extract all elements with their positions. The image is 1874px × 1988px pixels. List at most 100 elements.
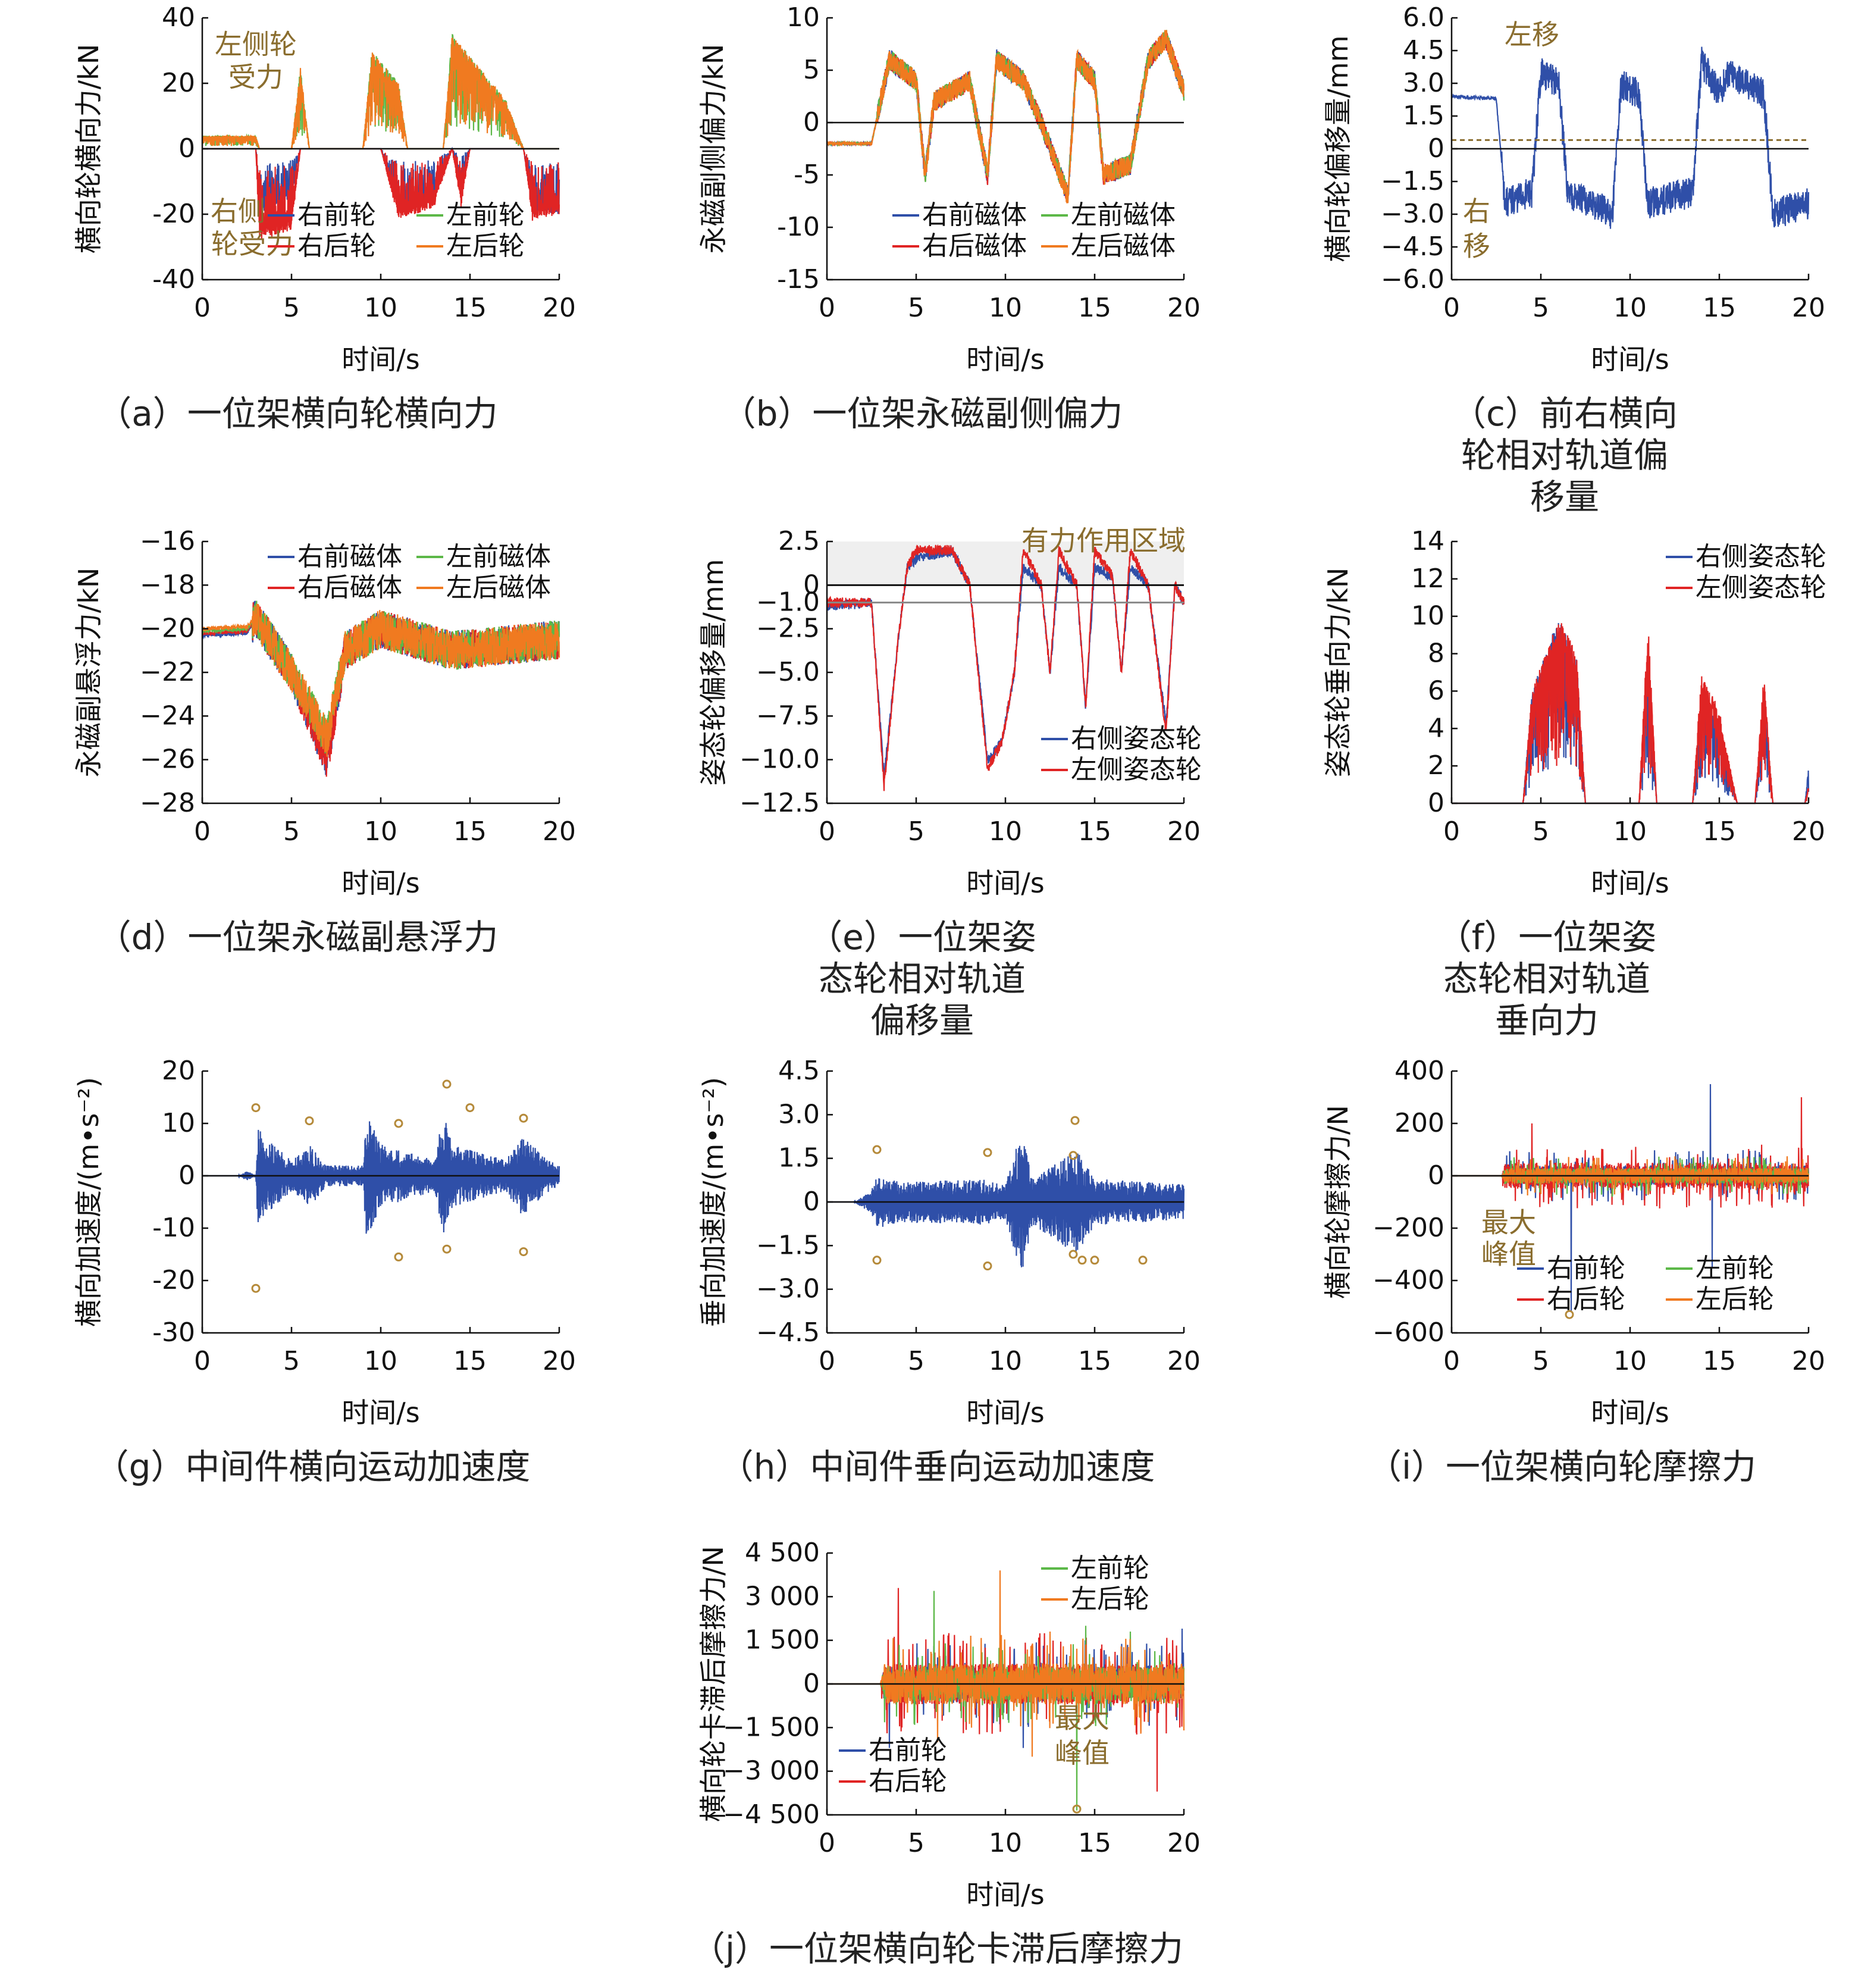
y-tick-label: 1 500 <box>745 1625 820 1655</box>
y-tick-label: 4 500 <box>745 1538 820 1568</box>
legend-label: 左后磁体 <box>1071 231 1176 261</box>
x-axis-label: 时间/s <box>966 1879 1044 1911</box>
y-tick-label: 14 <box>1411 526 1444 556</box>
y-tick-label: 200 <box>1394 1108 1444 1138</box>
y-tick-label: 4 <box>1428 713 1444 743</box>
y-tick-label: −4.5 <box>756 1317 820 1348</box>
x-tick-label: 15 <box>1703 816 1736 847</box>
x-tick-label: 20 <box>543 1346 576 1376</box>
chart-panel-d: −28 −26 −24 −22 −20 −18 −16 0 5 10 15 20 时间/s 永磁副悬浮力/… <box>0 524 625 1012</box>
x-tick-label: 20 <box>543 293 576 323</box>
series-line-3 <box>826 30 1185 203</box>
y-axis-label: 横向轮卡滞后摩擦力/N <box>697 1546 729 1822</box>
series-line-4 <box>201 603 560 757</box>
x-tick-label: 5 <box>908 293 925 323</box>
chart-h: −4.5 −3.0 −1.5 0 1.5 3.0 4.5 0 5 10 15 20 时间/s 垂向加速度/… <box>697 1056 1201 1429</box>
y-tick-label: 0 <box>803 1668 820 1699</box>
legend-label: 左侧姿态轮 <box>1071 754 1202 785</box>
caption-i: （i）一位架横向轮摩擦力 <box>1367 1447 1757 1487</box>
y-tick-label: 10 <box>162 1108 195 1138</box>
x-tick-label: 5 <box>908 816 925 847</box>
x-tick-label: 20 <box>1167 816 1201 847</box>
chart-panel-i: −600 −400 −200 0 200 400 0 5 10 15 20 时间/s 横向轮摩擦力/N 最… <box>1249 1053 1874 1517</box>
peak-marker <box>1068 1250 1078 1259</box>
annotation-label: 左侧轮 <box>215 29 297 61</box>
shaded-region <box>827 541 1184 586</box>
chart-e: −12.5−10.0−7.5−5.0−2.502.5−1.00 5 10 15 20时间… <box>697 525 1202 899</box>
annotation-label: 右侧 <box>211 195 265 227</box>
chart-panel-j: −4 500 −3 000 −1 500 0 1 500 3 000 4 500 0 5 10 15… <box>625 1535 1249 1988</box>
chart-panel-h: −4.5 −3.0 −1.5 0 1.5 3.0 4.5 0 5 10 15 20 时间/s 垂向加速度/… <box>625 1053 1249 1517</box>
x-tick-label: 0 <box>819 293 835 323</box>
x-tick-label: 20 <box>1167 293 1201 323</box>
y-tick-label: −12.5 <box>739 788 820 818</box>
y-tick-label: −7.5 <box>756 700 820 731</box>
chart-d: −28 −26 −24 −22 −20 −18 −16 0 5 10 15 20 时间/s 永磁副悬浮力/… <box>73 526 576 899</box>
y-tick-label: −26 <box>140 744 195 775</box>
caption-d: （d）一位架永磁副悬浮力 <box>96 917 499 957</box>
y-axis-label: 横向轮偏移量/mm <box>1322 35 1354 262</box>
y-tick-label: 1.5 <box>1403 101 1444 131</box>
y-tick-label: 4.5 <box>1403 35 1444 65</box>
y-tick-label: −3 000 <box>723 1756 820 1786</box>
x-tick-label: 15 <box>1078 816 1111 847</box>
y-tick-label: −6.0 <box>1381 264 1444 295</box>
x-tick-label: 20 <box>1167 1828 1201 1858</box>
legend-label: 右前磁体 <box>297 541 402 572</box>
y-tick-label: 0 <box>178 133 195 164</box>
y-tick-label: −16 <box>140 526 195 556</box>
x-tick-label: 20 <box>1792 1346 1825 1376</box>
y-axis-label: 永磁副侧偏力/kN <box>697 44 729 254</box>
series-line-1 <box>202 1121 560 1234</box>
y-axis-label: 横向轮横向力/kN <box>73 44 105 254</box>
peak-marker <box>983 1261 992 1271</box>
peak-marker <box>251 1283 261 1293</box>
annotation-label: 左移 <box>1505 18 1559 51</box>
x-tick-label: 15 <box>1078 1346 1111 1376</box>
y-tick-label: −2.5 <box>756 613 820 644</box>
y-tick-label: −10.0 <box>739 744 820 775</box>
x-tick-label: 0 <box>194 1346 211 1376</box>
peak-marker <box>1077 1256 1087 1265</box>
peak-marker <box>519 1247 528 1257</box>
x-tick-label: 15 <box>453 1346 487 1376</box>
peak-marker <box>442 1244 452 1254</box>
y-tick-label: 5 <box>803 55 820 85</box>
peak-marker <box>872 1256 882 1265</box>
y-tick-label: -15 <box>777 264 820 295</box>
peak-marker <box>1090 1256 1099 1265</box>
y-tick-label: −18 <box>140 569 195 600</box>
chart-f: 0 2 4 6 8 10 12 14 0 5 10 15 20 时间/s 姿态轮垂向力/kN 右侧姿态轮左侧姿… <box>1322 526 1826 899</box>
x-tick-label: 0 <box>819 1346 835 1376</box>
caption-e: （e）一位架姿态轮相对轨道偏移量 <box>808 917 1036 1041</box>
y-tick-label: −5.0 <box>756 657 820 687</box>
x-axis-label: 时间/s <box>341 867 419 899</box>
caption-f: （f）一位架姿态轮相对轨道垂向力 <box>1437 917 1657 1041</box>
series-line-4 <box>827 1570 1185 1757</box>
annotation-label: 有力作用区域 <box>1021 525 1186 557</box>
y-tick-label: -10 <box>777 212 820 242</box>
peak-marker <box>251 1103 261 1113</box>
series-line-2 <box>1452 623 1810 804</box>
x-tick-label: 10 <box>364 293 397 323</box>
x-tick-label: 0 <box>194 816 211 847</box>
legend-label: 右前磁体 <box>922 200 1027 230</box>
x-tick-label: 5 <box>908 1346 925 1376</box>
peak-marker <box>1072 1804 1082 1814</box>
y-tick-label: -20 <box>152 1265 195 1295</box>
legend-label: 左后轮 <box>446 231 525 261</box>
legend-label: 右侧姿态轮 <box>1696 541 1826 572</box>
legend-label: 左前轮 <box>1696 1253 1774 1283</box>
peak-marker <box>1068 1151 1078 1160</box>
x-axis-label: 时间/s <box>1591 867 1669 899</box>
annotation-label: 最大 <box>1481 1207 1536 1239</box>
y-tick-label: 6 <box>1428 675 1444 706</box>
x-axis-label: 时间/s <box>966 867 1044 899</box>
legend-label: 右前轮 <box>869 1735 947 1765</box>
x-tick-label: 5 <box>1533 293 1549 323</box>
y-tick-label: 10 <box>1411 601 1444 631</box>
y-tick-label: −4 500 <box>723 1799 820 1830</box>
y-tick-label: −200 <box>1372 1213 1444 1243</box>
annotation-label: 移 <box>1463 230 1490 262</box>
x-tick-label: 20 <box>1167 1346 1201 1376</box>
